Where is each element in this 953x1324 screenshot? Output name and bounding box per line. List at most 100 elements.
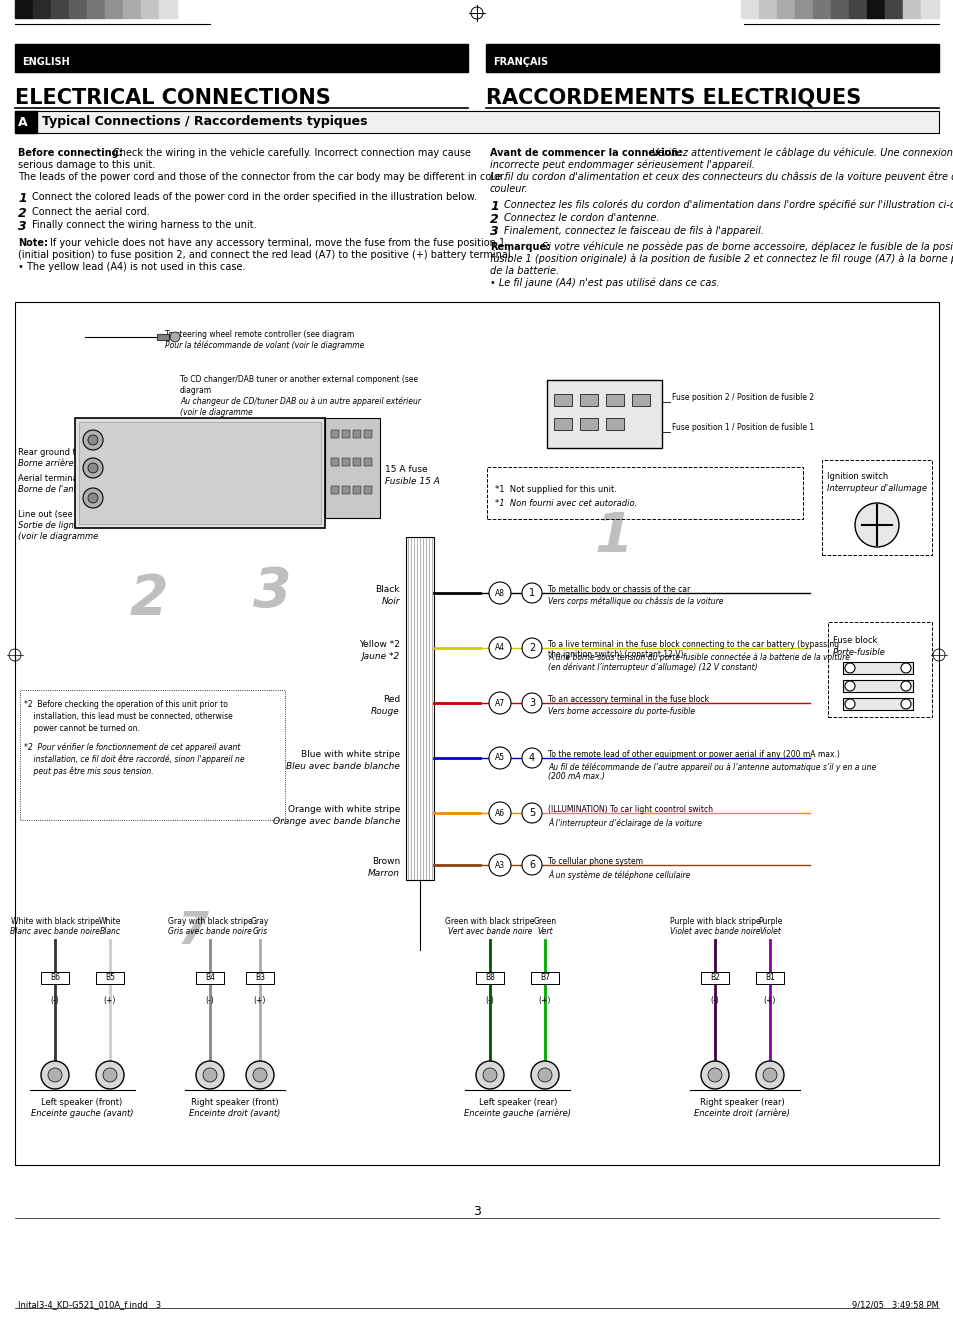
Text: Connect the aerial cord.: Connect the aerial cord. [32,207,150,217]
Circle shape [48,1068,62,1082]
Bar [531,972,558,984]
Text: Violet avec bande noire: Violet avec bande noire [669,927,760,936]
Text: Enceinte gauche (avant): Enceinte gauche (avant) [30,1110,133,1117]
Text: A4: A4 [495,643,504,653]
Circle shape [900,663,910,673]
Text: Orange avec bande blanche: Orange avec bande blanche [273,817,399,826]
Text: Enceinte droit (arrière): Enceinte droit (arrière) [694,1110,789,1117]
Text: Remarque:: Remarque: [490,242,550,252]
Bar [75,418,325,528]
Text: B6: B6 [50,973,60,982]
Bar [341,430,350,438]
Bar [20,690,285,820]
Bar [96,972,124,984]
Text: Blanc: Blanc [99,927,120,936]
Circle shape [762,1068,776,1082]
Bar [51,0,69,19]
Text: To CD changer/DAB tuner or another external component (see: To CD changer/DAB tuner or another exter… [180,375,417,384]
Text: 7: 7 [178,910,209,953]
Circle shape [83,489,103,508]
Text: fusible 1 (position originale) à la position de fusible 2 et connectez le fil ro: fusible 1 (position originale) à la posi… [490,254,953,265]
Text: À un système de téléphone cellulaire: À un système de téléphone cellulaire [547,869,690,879]
Bar [700,972,728,984]
Text: 1: 1 [18,192,27,205]
Text: Sortie de ligne: Sortie de ligne [18,522,79,530]
Text: installation, this lead must be connected, otherwise: installation, this lead must be connecte… [24,712,233,722]
Circle shape [253,1068,267,1082]
Text: To the remote lead of other equipment or power aerial if any (200 mA max.): To the remote lead of other equipment or… [547,749,839,759]
Text: Typical Connections / Raccordements typiques: Typical Connections / Raccordements typi… [42,115,367,128]
Text: (200 mA max.): (200 mA max.) [547,772,604,781]
Text: installation, ce fil doit être raccordé, sinon l'appareil ne: installation, ce fil doit être raccordé,… [24,753,244,764]
Text: Connectez les fils colorés du cordon d'alimentation dans l'ordre spécifié sur l': Connectez les fils colorés du cordon d'a… [503,200,953,211]
Bar [87,0,105,19]
Text: B1: B1 [764,973,774,982]
Text: Enceinte droit (avant): Enceinte droit (avant) [189,1110,280,1117]
Text: 9/12/05   3:49:58 PM: 9/12/05 3:49:58 PM [851,1300,938,1309]
Circle shape [521,855,541,875]
Circle shape [521,638,541,658]
Text: Purple: Purple [757,918,781,925]
Circle shape [489,802,511,824]
Text: If your vehicle does not have any accessory terminal, move the fuse from the fus: If your vehicle does not have any access… [50,238,504,248]
Text: Gray with black stripe: Gray with black stripe [168,918,252,925]
Text: Fuse position 1 / Position de fusible 1: Fuse position 1 / Position de fusible 1 [671,424,813,433]
Circle shape [854,503,898,547]
Text: (voir le diagramme: (voir le diagramme [180,408,253,417]
Text: Brown: Brown [372,857,399,866]
Text: Ignition switch: Ignition switch [826,471,887,481]
Bar [848,0,866,19]
Bar [554,395,572,406]
Bar [546,380,661,448]
Circle shape [755,1061,783,1090]
Circle shape [521,692,541,714]
Circle shape [96,1061,124,1090]
Text: Blue with white stripe: Blue with white stripe [300,749,399,759]
Text: À une borne sous tension du porte-fusible connectée à la batterie de la voiture: À une borne sous tension du porte-fusibl… [547,651,849,662]
Circle shape [203,1068,216,1082]
Bar [325,418,379,518]
Text: To a live terminal in the fuse block connecting to the car battery (bypassing: To a live terminal in the fuse block con… [547,639,839,649]
Text: Enceinte gauche (arrière): Enceinte gauche (arrière) [464,1110,571,1119]
Text: To an accessory terminal in the fuse block: To an accessory terminal in the fuse blo… [547,695,708,704]
Bar [157,334,169,340]
Text: FRANÇAIS: FRANÇAIS [493,57,548,68]
Circle shape [489,637,511,659]
Text: (+): (+) [763,996,776,1005]
Circle shape [170,332,180,342]
Text: *1  Non fourni avec cet autoradio.: *1 Non fourni avec cet autoradio. [495,499,637,508]
Text: Aerial terminal: Aerial terminal [18,474,80,483]
Bar [353,458,360,466]
Text: Green: Green [533,918,556,925]
Bar [830,0,848,19]
Text: Finalement, connectez le faisceau de fils à l'appareil.: Finalement, connectez le faisceau de fil… [503,225,763,236]
Text: de la batterie.: de la batterie. [490,266,558,275]
Bar [579,418,598,430]
Bar [776,0,794,19]
Bar [364,458,372,466]
Bar [364,486,372,494]
Text: White with black stripe: White with black stripe [10,918,99,925]
Text: Fuse position 2 / Position de fusible 2: Fuse position 2 / Position de fusible 2 [671,393,813,402]
Bar [605,395,623,406]
Bar [15,44,468,71]
Text: Au changeur de CD/tuner DAB ou à un autre appareil extérieur: Au changeur de CD/tuner DAB ou à un autr… [180,397,420,406]
Circle shape [489,854,511,876]
Circle shape [88,463,98,473]
Text: Connect the colored leads of the power cord in the order specified in the illust: Connect the colored leads of the power c… [32,192,476,203]
Circle shape [88,436,98,445]
Text: (+): (+) [104,996,116,1005]
Text: Jaune *2: Jaune *2 [361,651,399,661]
Text: serious damage to this unit.: serious damage to this unit. [18,160,155,169]
Bar [353,486,360,494]
Bar [15,111,938,132]
Bar [341,486,350,494]
Text: B4: B4 [205,973,214,982]
Text: Orange with white stripe: Orange with white stripe [287,805,399,814]
Text: Before connecting:: Before connecting: [18,148,123,158]
Text: Porte-fusible: Porte-fusible [832,647,885,657]
Text: (voir le diagramme: (voir le diagramme [18,532,98,542]
Text: Line out (see diagram: Line out (see diagram [18,510,111,519]
Text: Pour la télécommande de volant (voir le diagramme: Pour la télécommande de volant (voir le … [165,342,364,351]
Text: 3: 3 [473,1205,480,1218]
